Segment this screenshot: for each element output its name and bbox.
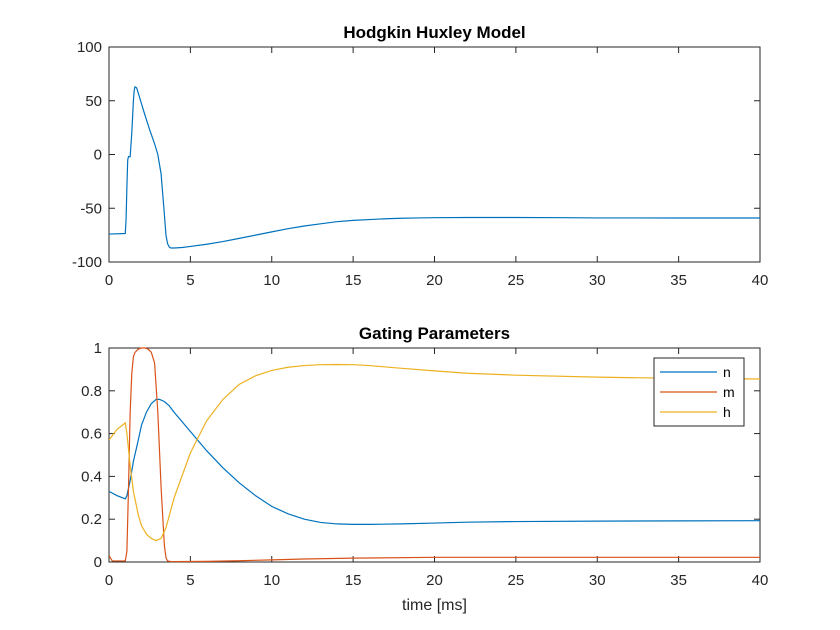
plot-area [108, 347, 761, 563]
series-line [109, 85, 760, 249]
x-tick-label: 0 [105, 572, 113, 589]
gating-parameters-chart: Gating Parameters 0 5 10 15 20 25 30 35 40 0 0.2 0.4… [81, 324, 768, 614]
x-tick-label: 10 [263, 572, 280, 589]
x-tick-label: 0 [105, 272, 113, 289]
y-tick-label: 0 [94, 554, 102, 571]
legend-label-h: h [723, 404, 731, 420]
series-line-m [109, 347, 760, 563]
x-tick-label: 5 [186, 572, 194, 589]
y-tick-label: 0.8 [81, 383, 102, 400]
y-tick-label: 0.6 [81, 426, 102, 443]
x-tick-label: 40 [752, 572, 769, 589]
x-tick-label: 20 [426, 272, 443, 289]
membrane-potential-chart: Hodgkin Huxley Model 0 5 10 15 20 25 30 35 40 -100… [72, 23, 768, 289]
y-tick-label: 50 [85, 93, 102, 110]
plot-area [108, 46, 761, 263]
x-tick-label: 25 [508, 272, 525, 289]
x-tick-label: 20 [426, 572, 443, 589]
series-group [109, 85, 760, 249]
x-tick-label: 15 [345, 272, 362, 289]
x-tick-label: 30 [589, 272, 606, 289]
x-axis-label: time [ms] [402, 597, 467, 614]
x-tick-label: 15 [345, 572, 362, 589]
legend: nmh [653, 357, 745, 427]
y-tick-label: 1 [94, 340, 102, 357]
y-tick-label: 100 [77, 39, 102, 56]
legend-label-n: n [723, 364, 731, 380]
x-tick-label: 5 [186, 272, 194, 289]
y-tick-label: -100 [72, 254, 102, 271]
x-tick-label: 30 [589, 572, 606, 589]
x-tick-label: 35 [670, 272, 687, 289]
x-tick-label: 25 [508, 572, 525, 589]
x-tick-label: 35 [670, 572, 687, 589]
chart-title: Gating Parameters [359, 324, 510, 343]
series-group [109, 347, 760, 563]
series-line-n [109, 398, 760, 525]
y-tick-label: 0 [94, 147, 102, 164]
y-tick-label: -50 [80, 200, 102, 217]
x-tick-label: 40 [752, 272, 769, 289]
legend-label-m: m [723, 384, 735, 400]
series-line-h [109, 363, 760, 542]
x-tick-label: 10 [263, 272, 280, 289]
chart-title: Hodgkin Huxley Model [343, 23, 525, 42]
y-tick-label: 0.2 [81, 511, 102, 528]
y-tick-label: 0.4 [81, 468, 102, 485]
